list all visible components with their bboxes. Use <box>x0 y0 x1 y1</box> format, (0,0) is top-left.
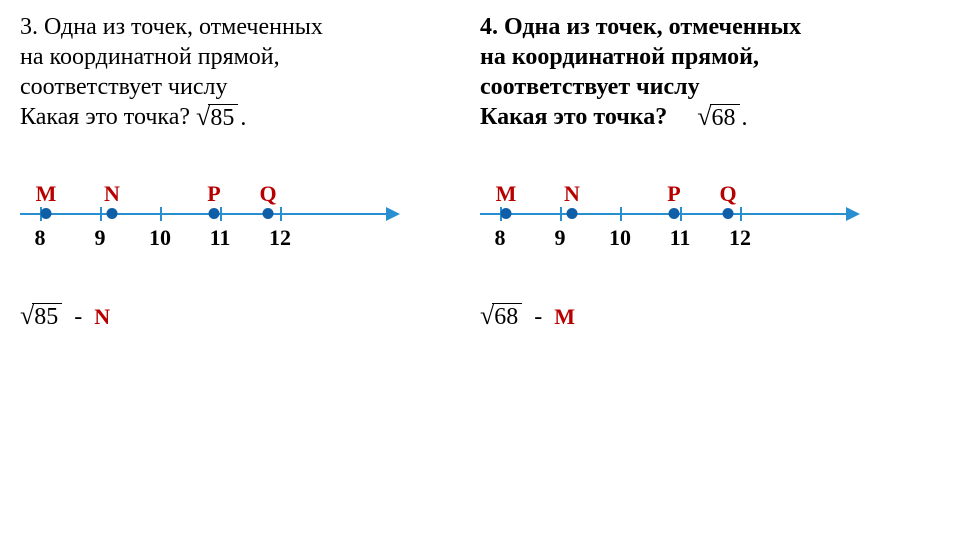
point-label-q: Q <box>719 181 736 207</box>
tick-label: 11 <box>210 225 231 251</box>
period: . <box>240 105 246 131</box>
period: . <box>742 105 748 131</box>
axis <box>480 213 850 215</box>
problem-3-answer-label: N <box>94 304 110 330</box>
problem-4-line-1: Одна из точек, отмеченных <box>504 14 801 40</box>
arrow-icon <box>386 207 400 221</box>
tick <box>740 207 742 221</box>
dash: - <box>72 304 84 331</box>
dash: - <box>532 304 544 331</box>
tick <box>160 207 162 221</box>
point-label-m: M <box>496 181 517 207</box>
problem-4-answer: √ 68 - M <box>480 303 920 331</box>
point-m <box>41 208 52 219</box>
tick-label: 10 <box>609 225 631 251</box>
tick <box>220 207 222 221</box>
problem-3-prompt: 3. Одна из точек, отмеченных на координа… <box>20 12 460 133</box>
point-n <box>107 208 118 219</box>
problem-3: 3. Одна из точек, отмеченных на координа… <box>20 12 480 528</box>
problem-3-line-4: Какая это точка? <box>20 104 190 130</box>
point-p <box>209 208 220 219</box>
problem-3-answer-radicand: 85 <box>32 303 62 330</box>
problem-3-answer-sqrt: √ 85 <box>20 303 62 331</box>
problem-4-numberline: 8 9 10 11 12 M N P Q <box>480 173 860 263</box>
tick-label: 9 <box>555 225 566 251</box>
tick-label: 9 <box>95 225 106 251</box>
point-n <box>567 208 578 219</box>
problem-4-sqrt: √ 68 . <box>697 103 747 133</box>
point-label-n: N <box>104 181 120 207</box>
problem-4-radicand: 68 <box>710 104 740 131</box>
problem-4: 4. Одна из точек, отмеченных на координа… <box>480 12 940 528</box>
point-label-n: N <box>564 181 580 207</box>
problem-4-line-3: соответствует числу <box>480 72 920 102</box>
problem-4-line-4: Какая это точка? <box>480 104 667 130</box>
problem-3-number: 3. <box>20 14 38 40</box>
tick-label: 11 <box>670 225 691 251</box>
tick <box>620 207 622 221</box>
problem-4-number: 4. <box>480 14 498 40</box>
tick <box>100 207 102 221</box>
arrow-icon <box>846 207 860 221</box>
problem-3-radicand: 85 <box>208 104 238 131</box>
tick <box>680 207 682 221</box>
problem-3-numberline: 8 9 10 11 12 M N P Q <box>20 173 400 263</box>
point-label-p: P <box>207 181 220 207</box>
tick <box>560 207 562 221</box>
problem-4-answer-sqrt: √ 68 <box>480 303 522 331</box>
point-p <box>669 208 680 219</box>
problem-3-line-2: на координатной прямой, <box>20 42 460 72</box>
tick-label: 12 <box>729 225 751 251</box>
page: 3. Одна из точек, отмеченных на координа… <box>0 0 960 540</box>
point-q <box>723 208 734 219</box>
problem-4-answer-label: M <box>554 304 575 330</box>
problem-3-sqrt: √ 85 . <box>196 103 246 133</box>
tick-label: 12 <box>269 225 291 251</box>
problem-3-line-3: соответствует числу <box>20 72 460 102</box>
axis <box>20 213 390 215</box>
tick <box>280 207 282 221</box>
problem-3-answer: √ 85 - N <box>20 303 460 331</box>
point-label-q: Q <box>259 181 276 207</box>
problem-4-prompt: 4. Одна из точек, отмеченных на координа… <box>480 12 920 133</box>
problem-4-answer-radicand: 68 <box>492 303 522 330</box>
point-q <box>263 208 274 219</box>
tick-label: 10 <box>149 225 171 251</box>
problem-4-line-2: на координатной прямой, <box>480 42 920 72</box>
problem-3-line-1: Одна из точек, отмеченных <box>44 14 323 40</box>
tick-label: 8 <box>495 225 506 251</box>
point-m <box>501 208 512 219</box>
point-label-m: M <box>36 181 57 207</box>
point-label-p: P <box>667 181 680 207</box>
tick-label: 8 <box>35 225 46 251</box>
